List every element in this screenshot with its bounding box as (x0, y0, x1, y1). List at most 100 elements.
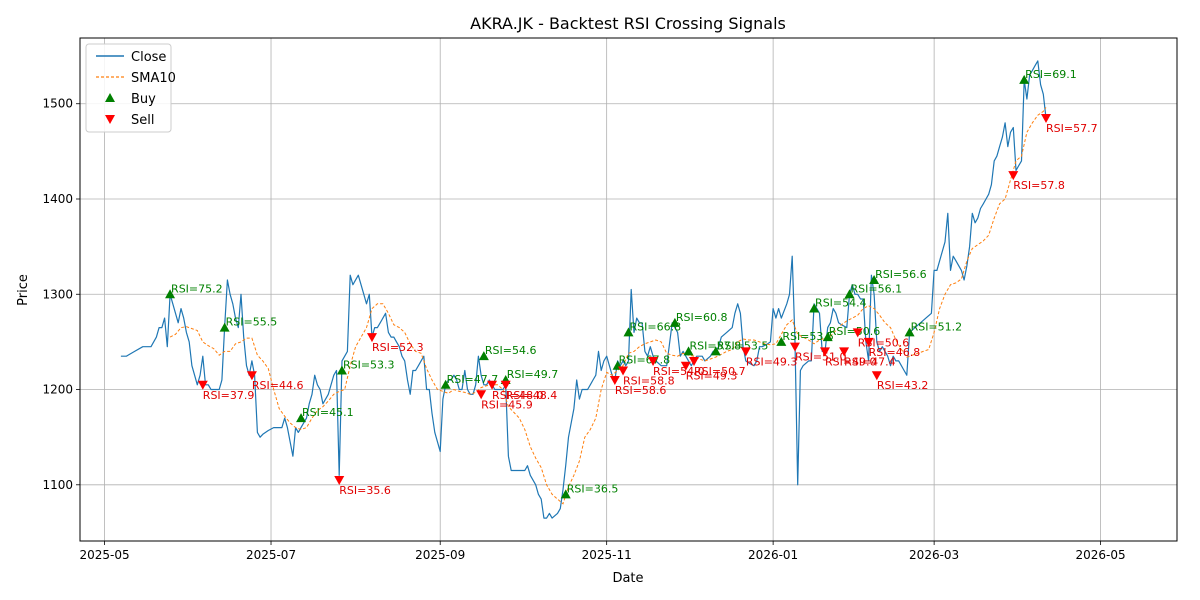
sell-marker (852, 328, 863, 338)
sell-rsi-label: RSI=58.8 (623, 374, 675, 387)
sell-rsi-label: RSI=48.4 (506, 389, 558, 402)
sell-rsi-label: RSI=52.3 (372, 341, 424, 354)
sell-marker (366, 333, 377, 343)
buy-marker (776, 336, 787, 346)
close-line (120, 60, 1047, 519)
y-tick-label: 1400 (42, 192, 73, 206)
legend-label: SMA10 (131, 71, 176, 86)
buy-marker (336, 365, 347, 375)
close-series (120, 60, 1047, 519)
y-tick-label: 1500 (42, 97, 73, 111)
buy-marker (809, 303, 820, 313)
sma10-line (169, 107, 1047, 505)
chart-title: AKRA.JK - Backtest RSI Crossing Signals (470, 14, 786, 33)
buy-marker (478, 351, 489, 361)
buy-rsi-label: RSI=51.2 (911, 320, 963, 333)
x-tick-label: 2025-11 (582, 548, 632, 562)
legend-swatch-sell (105, 115, 115, 124)
buy-rsi-label: RSI=66.8 (630, 320, 682, 333)
buy-rsi-label: RSI=50.6 (829, 325, 881, 338)
buy-marker (844, 289, 855, 299)
sell-rsi-label: RSI=54.0 (653, 365, 705, 378)
buy-rsi-label: RSI=36.5 (567, 482, 619, 495)
buy-rsi-label: RSI=60.8 (676, 311, 728, 324)
sell-marker (648, 356, 659, 366)
signals: RSI=75.2 RSI=55.5 RSI=45.1 RSI=53.3 RSI=47.7… (165, 68, 1098, 499)
sell-marker (871, 371, 882, 381)
buy-rsi-label: RSI=54.4 (815, 297, 867, 310)
sell-rsi-label: RSI=49.3 (686, 370, 738, 383)
sell-marker (1008, 171, 1019, 181)
legend: Close SMA10 Buy Sell (85, 43, 176, 133)
x-tick-label: 2025-07 (246, 548, 296, 562)
x-tick-label: 2026-03 (909, 548, 959, 562)
buy-rsi-label: RSI=69.1 (1025, 68, 1077, 81)
x-tick-label: 2026-05 (1076, 548, 1126, 562)
sell-marker (789, 342, 800, 352)
sell-rsi-label: RSI=51.0 (795, 351, 847, 364)
y-axis-label: Price (16, 274, 31, 306)
sell-marker (476, 390, 487, 400)
sell-rsi-label: RSI=48.0 (492, 389, 544, 402)
sell-marker (688, 356, 699, 366)
sell-marker (246, 371, 257, 381)
buy-marker (904, 327, 915, 337)
x-tick-label: 2025-09 (415, 548, 465, 562)
legend-label: Buy (131, 92, 156, 107)
sell-rsi-label: RSI=50.7 (694, 365, 746, 378)
buy-rsi-label: RSI=53.3 (343, 358, 395, 371)
buy-rsi-label: RSI=56.6 (875, 268, 927, 281)
buy-marker (296, 413, 307, 423)
buy-rsi-label: RSI=53.5 (782, 330, 834, 343)
buy-marker (560, 489, 571, 499)
sell-marker (740, 347, 751, 357)
buy-rsi-label: RSI=53.5 (717, 339, 769, 352)
sell-rsi-label: RSI=37.9 (203, 389, 255, 402)
sell-marker (500, 380, 511, 390)
buy-marker (440, 379, 451, 389)
buy-rsi-label: RSI=49.7 (507, 368, 559, 381)
sell-marker (1041, 114, 1052, 124)
y-tick-label: 1100 (42, 478, 73, 492)
y-axis-ticks: 1100 1200 1300 1400 1500 (42, 97, 80, 492)
x-tick-label: 2026-01 (748, 548, 798, 562)
legend-box (85, 43, 172, 133)
legend-swatch-buy (105, 93, 115, 102)
sell-marker (839, 347, 850, 357)
x-tick-label: 2025-05 (79, 548, 129, 562)
sell-marker (819, 347, 830, 357)
sma10-series (169, 107, 1047, 505)
buy-marker (1019, 74, 1030, 84)
buy-rsi-label: RSI=57.8 (690, 339, 742, 352)
sell-rsi-label: RSI=58.6 (615, 384, 667, 397)
sell-rsi-label: RSI=35.6 (339, 484, 391, 497)
sell-rsi-label: RSI=49.3 (746, 355, 798, 368)
legend-label: Sell (131, 113, 154, 128)
sell-marker (609, 376, 620, 386)
buy-marker (869, 274, 880, 284)
grid (80, 38, 1177, 541)
plot-frame (79, 37, 1178, 542)
sell-marker (680, 361, 691, 371)
sell-marker (863, 337, 874, 347)
buy-rsi-label: RSI=45.1 (302, 406, 354, 419)
x-axis-label: Date (612, 571, 643, 586)
buy-rsi-label: RSI=75.2 (171, 282, 223, 295)
sell-rsi-label: RSI=46.8 (869, 346, 921, 359)
sell-rsi-label: RSI=45.9 (481, 398, 533, 411)
sell-rsi-label: RSI=44.6 (252, 379, 304, 392)
legend-label: Close (131, 50, 166, 65)
buy-rsi-label: RSI=55.5 (226, 316, 278, 329)
y-tick-label: 1200 (42, 383, 73, 397)
buy-marker (710, 346, 721, 356)
sell-marker (618, 366, 629, 376)
buy-marker (219, 322, 230, 332)
y-tick-label: 1300 (42, 287, 73, 301)
sell-marker (197, 380, 208, 390)
buy-marker (683, 346, 694, 356)
buy-marker (623, 327, 634, 337)
buy-marker (165, 289, 176, 299)
sell-rsi-label: RSI=47.4 (844, 355, 896, 368)
buy-rsi-label: RSI=54.6 (485, 344, 537, 357)
